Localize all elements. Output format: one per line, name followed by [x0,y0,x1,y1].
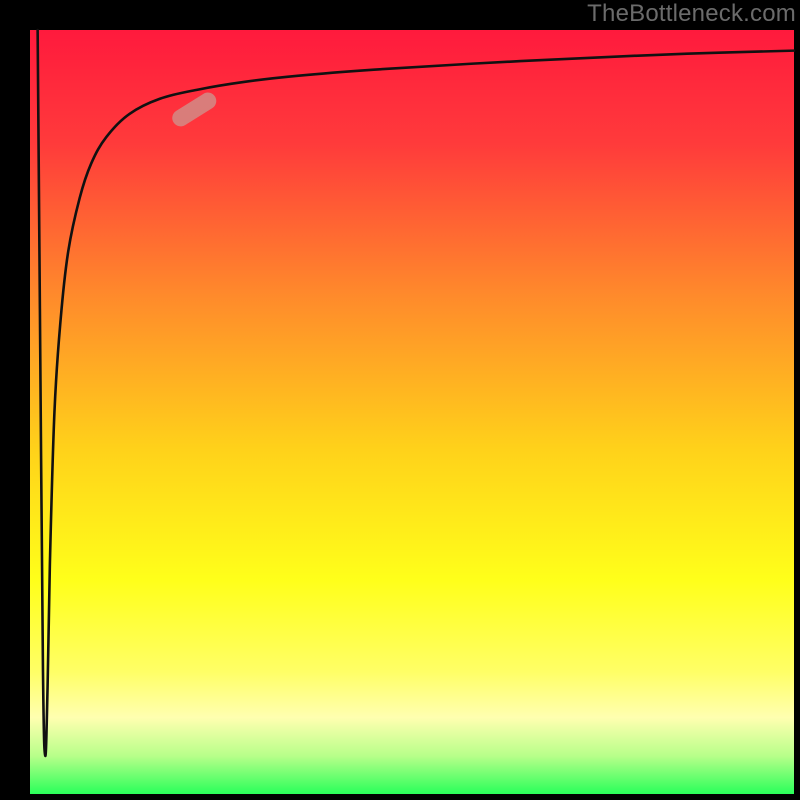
attribution-text: TheBottleneck.com [587,0,796,28]
bottleneck-curve [30,30,794,794]
chart-plot-area [30,30,794,794]
curve-path [38,30,794,756]
curve-marker-rect [169,89,219,129]
curve-marker [169,89,219,129]
